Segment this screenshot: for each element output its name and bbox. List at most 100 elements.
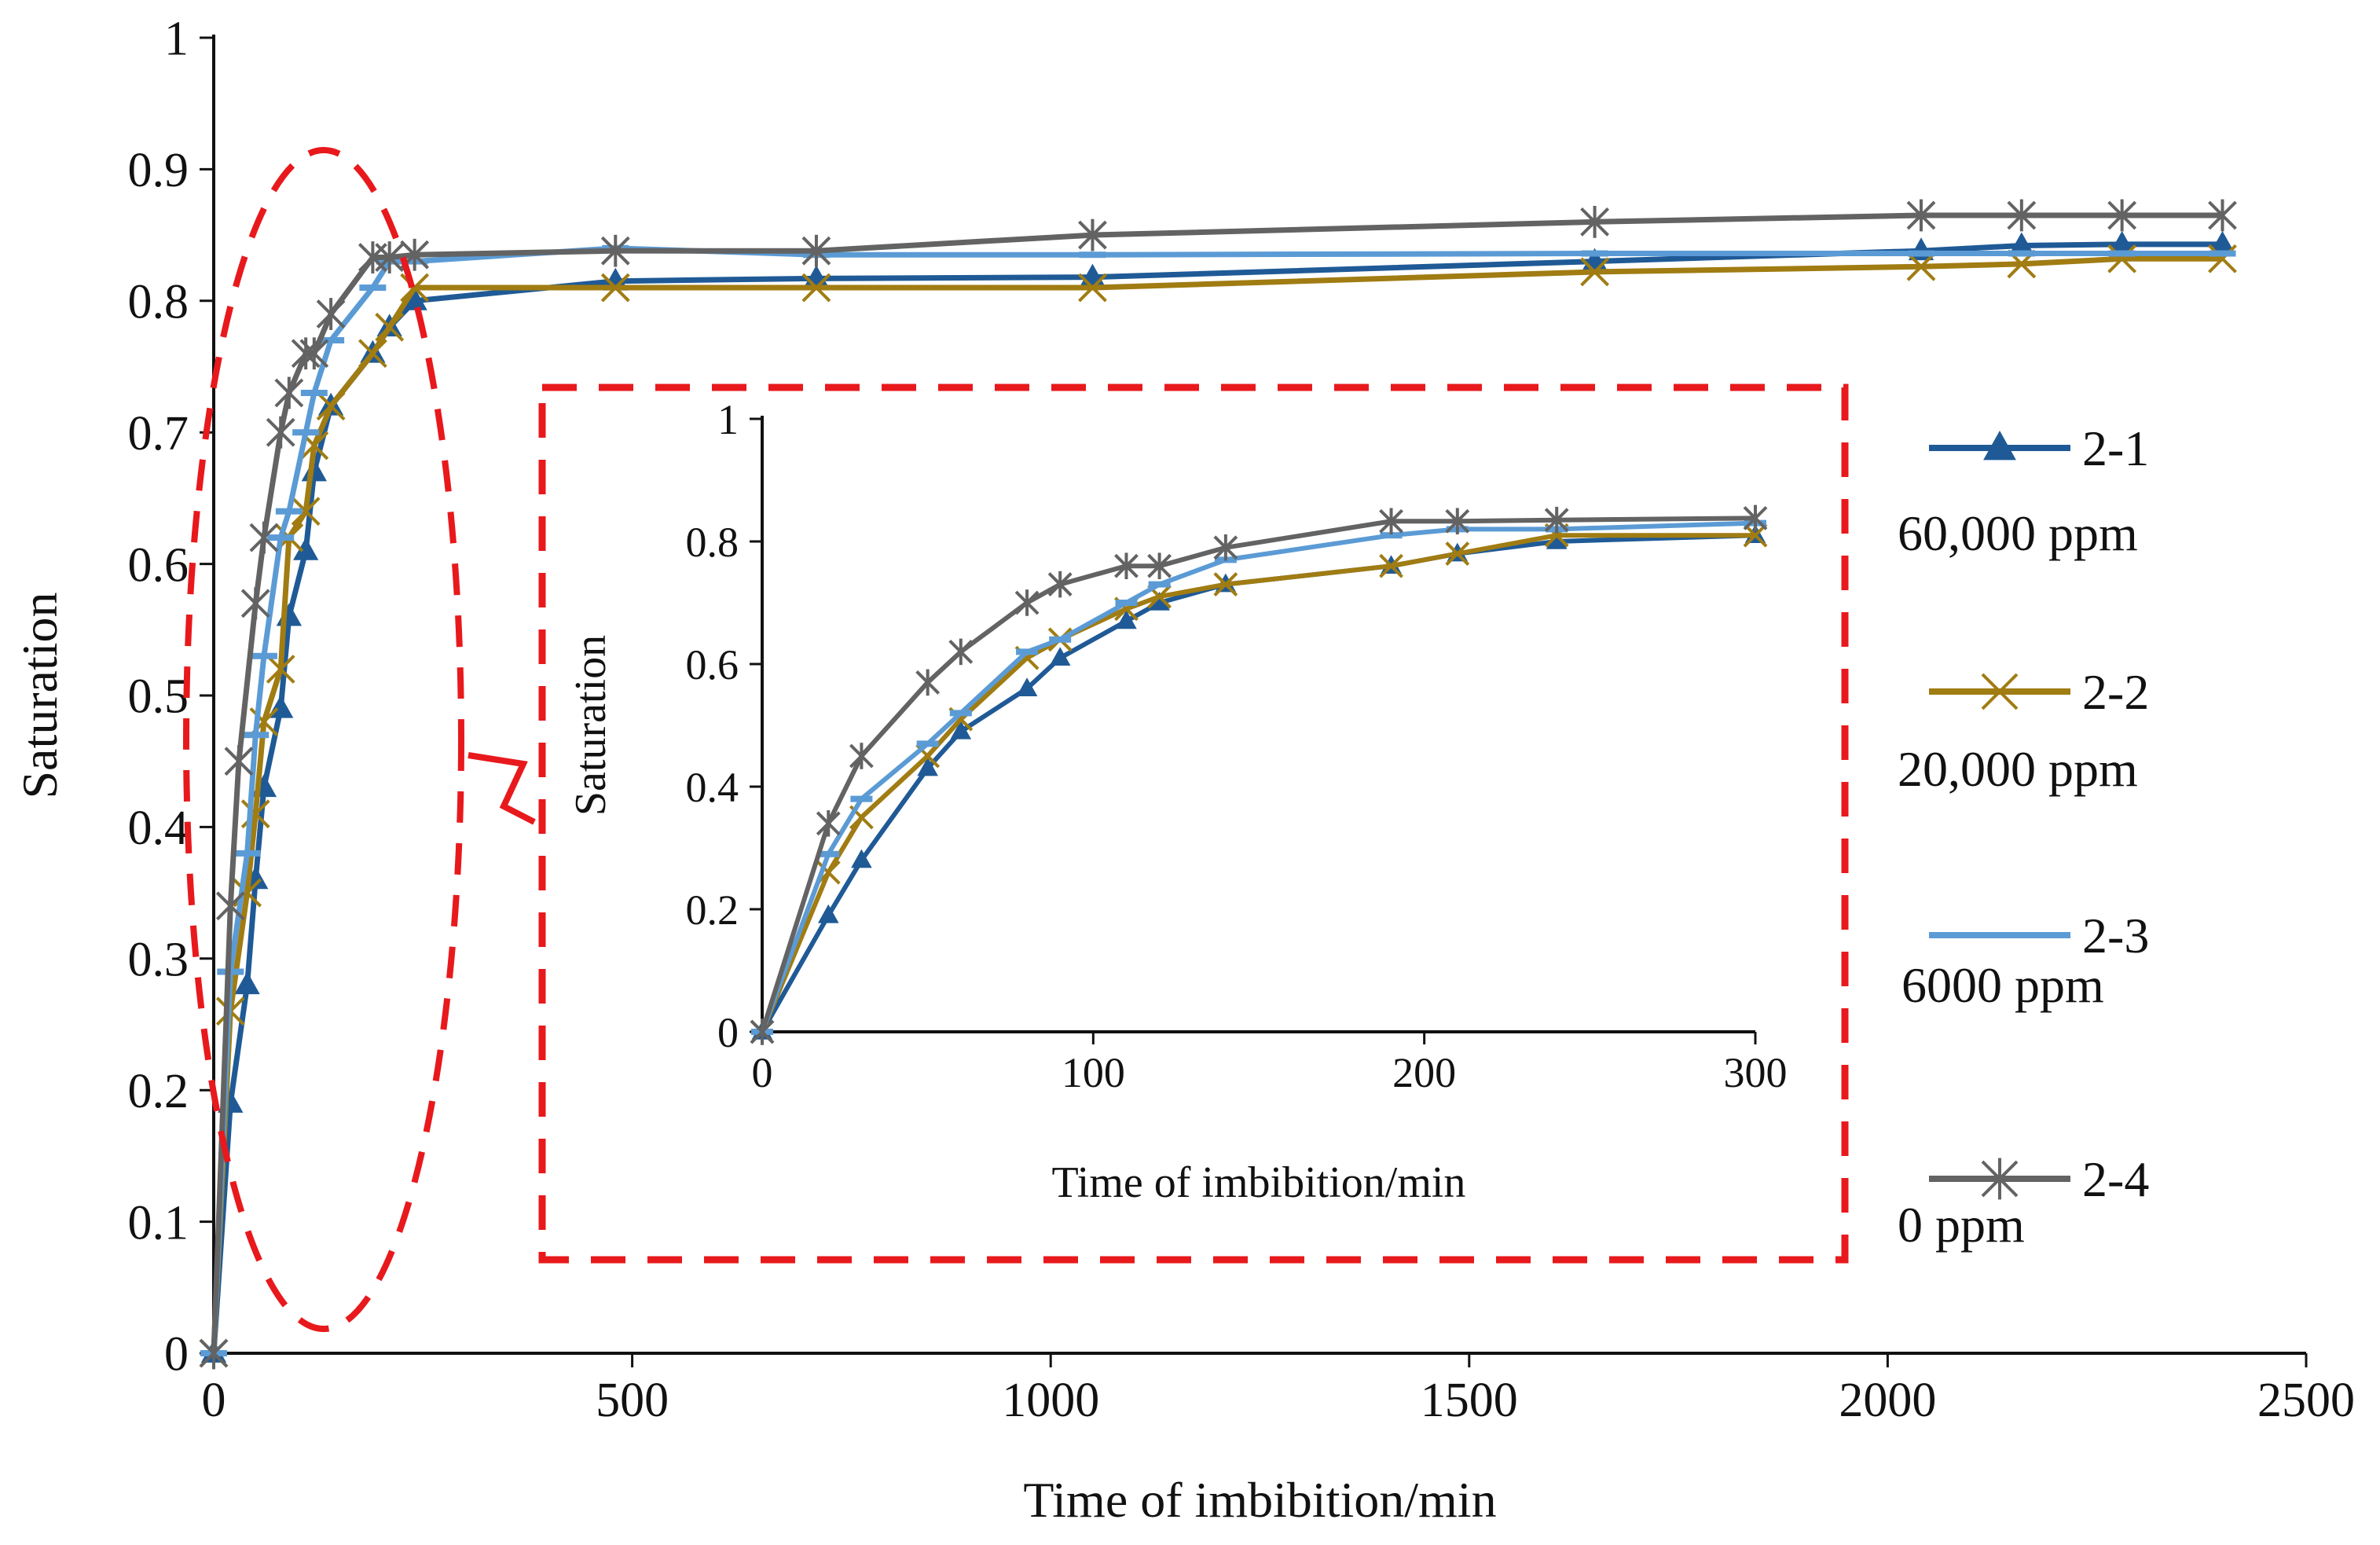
main-data-point-b (1580, 257, 1609, 287)
inset-y-tick-label: 0.6 (686, 641, 739, 688)
inset-data-point (1016, 677, 1038, 696)
inset-series-line (760, 516, 1756, 1033)
legend-item-2-2: 2-2 20,000 ppm (1898, 664, 2149, 797)
legend-item-2-1: 2-1 60,000 ppm (1898, 420, 2149, 561)
inset-data-point (917, 757, 938, 776)
legend-item-2-4: 2-4 0 ppm (1898, 1151, 2149, 1253)
main-data-point (2208, 244, 2237, 273)
main-data-point (2008, 232, 2034, 255)
legend-label: 2-4 (2082, 1151, 2149, 1207)
inset-data-point (817, 850, 840, 857)
main-data-point (249, 521, 279, 554)
inset-data-point (1014, 589, 1040, 616)
legend-swatch-marker (1983, 431, 2016, 461)
main-data-point (1079, 251, 1106, 259)
main-data-point (600, 273, 630, 303)
inset-series-2-4 (750, 505, 1768, 1045)
main-x-tick-label: 2000 (1839, 1374, 1936, 1427)
legend-concentration: 6000 ppm (1901, 957, 2104, 1013)
main-data-point-b (316, 391, 346, 421)
legend-swatch-marker (1981, 673, 2019, 710)
main-data-point (359, 284, 387, 292)
inset-data-point (750, 1018, 775, 1045)
main-x-tick-label: 0 (202, 1374, 226, 1427)
inset-data-point (1147, 552, 1172, 579)
main-y-tick-label: 0.9 (128, 144, 189, 197)
inset-data-point (1544, 506, 1569, 534)
main-y-tick-label: 0 (164, 1328, 189, 1382)
legend-concentration: 20,000 ppm (1898, 741, 2138, 797)
main-data-point (292, 429, 320, 436)
main-x-tick-label: 1500 (1421, 1374, 1518, 1427)
main-data-point-b (600, 273, 630, 303)
legend-label: 2-2 (2082, 664, 2149, 720)
main-data-point (274, 376, 304, 409)
main-data-point (2209, 230, 2235, 254)
main-data-point (1580, 205, 1609, 238)
main-data-point (233, 850, 261, 857)
inset-y-tick-label: 1 (717, 396, 739, 443)
main-data-point (293, 537, 319, 560)
main-data-point (242, 732, 270, 739)
inset-plot: 0 0.2 0.4 0.6 0.8 1 0 100 200 300 Time of imbibiti… (567, 396, 1788, 1207)
inset-data-point (1116, 610, 1137, 629)
zoom-connector (468, 752, 536, 825)
main-data-point (2208, 199, 2237, 232)
inset-data-point (849, 743, 874, 769)
inset-data-point (949, 710, 972, 717)
legend-swatch-marker (1981, 1158, 2019, 1200)
main-data-point (316, 298, 346, 330)
main-data-point (2008, 250, 2035, 257)
main-data-point (2109, 230, 2135, 254)
main-data-point (603, 267, 629, 291)
main-data-point-b (291, 497, 321, 527)
main-data-point (2107, 244, 2137, 273)
main-x-tick-label: 2500 (2257, 1374, 2355, 1427)
inset-x-tick-label: 200 (1392, 1049, 1456, 1096)
main-data-point-b (358, 339, 387, 369)
inset-data-point (1115, 600, 1138, 606)
legend-label: 2-3 (2082, 908, 2149, 963)
inset-y-tick-label: 0 (717, 1009, 739, 1056)
inset-data-point-b (1743, 523, 1768, 548)
main-data-point (275, 508, 303, 515)
inset-data-point (916, 740, 939, 747)
main-data-point (1908, 250, 1935, 257)
main-y-tick-label: 0.7 (128, 407, 189, 461)
main-data-point (267, 534, 295, 541)
main-data-point (1906, 251, 1936, 281)
main-data-point (801, 273, 831, 303)
inset-data-point (1047, 571, 1073, 598)
main-data-point (234, 971, 260, 995)
main-data-point (291, 497, 321, 527)
inset-y-tick-label: 0.8 (686, 519, 739, 566)
main-y-tick-label: 1 (164, 13, 189, 66)
main-data-point (299, 337, 329, 370)
inset-data-point (816, 810, 841, 837)
inset-data-point (1743, 523, 1768, 548)
main-data-point (215, 890, 245, 923)
main-data-point (316, 391, 346, 421)
main-data-point (276, 603, 303, 626)
inset-data-point (1213, 572, 1238, 597)
inset-data-point (1743, 505, 1768, 532)
inset-data-point (915, 669, 941, 696)
main-series-2-4 (199, 199, 2237, 1370)
zoom-highlight (183, 147, 1849, 1332)
main-data-point-b (1078, 273, 1107, 303)
main-data-point (1580, 257, 1609, 287)
inset-data-point (1445, 541, 1470, 567)
inset-y-axis-title: Saturation (567, 635, 615, 816)
main-y-tick-label: 0.8 (128, 276, 189, 329)
legend-swatch-marker (1982, 932, 2017, 938)
main-data-point (1906, 199, 1936, 232)
main-x-tick-label: 500 (596, 1374, 669, 1427)
inset-x-tick-label: 300 (1724, 1049, 1788, 1096)
main-data-point (1078, 273, 1107, 303)
main-y-tick-label: 0.3 (128, 934, 189, 987)
inset-data-point (1546, 530, 1568, 549)
main-data-point-b (1906, 251, 1936, 281)
